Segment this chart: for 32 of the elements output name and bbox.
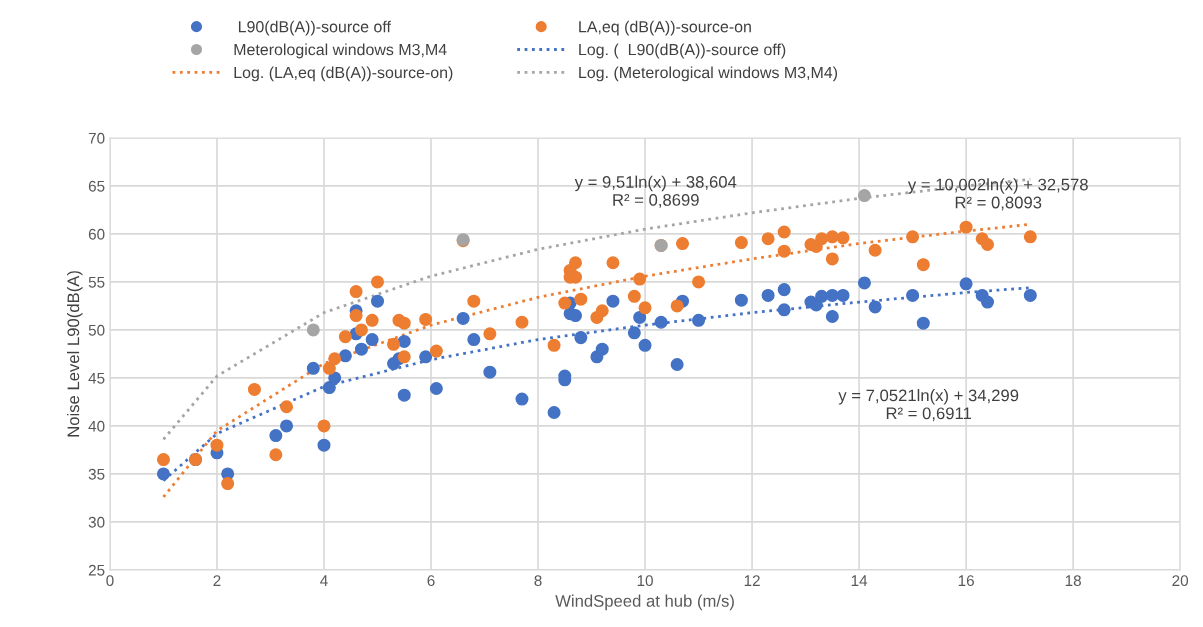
annotation: y = 7,0521ln(x) + 34,299 R² = 0,6911 xyxy=(838,389,1019,422)
x-tick-label: 8 xyxy=(534,575,542,587)
legend-label: Meterological windows M3,M4 xyxy=(234,43,447,59)
y-tick-label: 60 xyxy=(88,228,105,240)
y-tick-label: 65 xyxy=(88,180,105,192)
legend-label: LA,eq (dB(A))-source-on xyxy=(579,20,751,36)
annotation: y = 10,002ln(x) + 32,578 R² = 0,8093 xyxy=(907,178,1088,211)
legend-label: Log. (Meterological windows M3,M4) xyxy=(579,66,838,82)
x-tick-label: 10 xyxy=(637,575,653,587)
y-axis-title: Noise Level L90(dB(A) xyxy=(67,271,83,437)
x-tick-label: 16 xyxy=(958,575,974,587)
x-tick-label: 14 xyxy=(851,575,868,586)
y-tick-label: 45 xyxy=(88,372,105,384)
x-tick-label: 12 xyxy=(744,575,760,586)
y-tick-label: 35 xyxy=(88,468,105,480)
y-tick-label: 40 xyxy=(88,420,105,432)
x-tick-label: 18 xyxy=(1065,575,1081,587)
y-tick-label: 25 xyxy=(88,564,105,576)
x-tick-label: 4 xyxy=(320,575,328,586)
y-tick-label: 30 xyxy=(88,516,105,528)
x-tick-label: 20 xyxy=(1172,575,1189,587)
x-tick-label: 2 xyxy=(213,575,221,586)
y-tick-label: 70 xyxy=(88,132,105,144)
legend-label: Log. (LA,eq (dB(A))-source-on) xyxy=(234,66,453,82)
x-tick-label: 0 xyxy=(106,575,114,587)
y-tick-label: 55 xyxy=(88,276,105,288)
legend-label: Log. ( L90(dB(A))-source off) xyxy=(579,43,786,59)
legend-label: L90(dB(A))-source off xyxy=(238,20,391,36)
x-axis-title: WindSpeed at hub (m/s) xyxy=(555,594,734,611)
y-tick-label: 50 xyxy=(88,324,105,336)
annotation: y = 9,51ln(x) + 38,604 R² = 0,8699 xyxy=(574,175,737,208)
x-tick-label: 6 xyxy=(427,575,435,587)
